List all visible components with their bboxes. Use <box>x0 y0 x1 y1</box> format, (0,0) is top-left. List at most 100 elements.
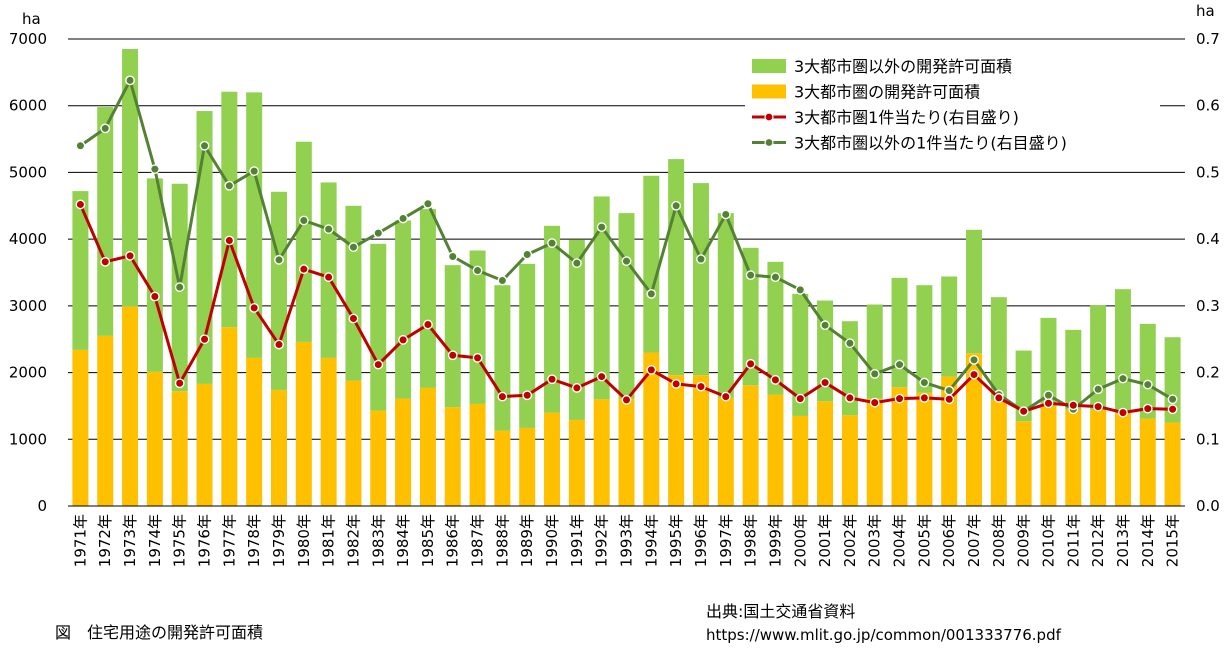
bar-metro <box>419 387 436 506</box>
line-point <box>745 358 756 369</box>
legend-background <box>745 48 1160 166</box>
bar-metro <box>692 375 709 506</box>
bar-nonmetro <box>891 277 908 388</box>
x-tick-label: 2005年 <box>915 514 933 567</box>
x-tick-label: 2003年 <box>866 514 884 567</box>
bar-metro <box>643 352 660 506</box>
bar-nonmetro <box>221 91 238 328</box>
line-point <box>969 354 979 365</box>
legend-label: 3大都市圏の開発許可面積 <box>794 83 980 102</box>
line-point <box>249 166 260 176</box>
bar-metro <box>370 410 387 506</box>
x-tick-label: 2014年 <box>1139 514 1157 567</box>
bar-nonmetro <box>494 285 511 431</box>
bar-metro <box>891 387 908 506</box>
line-point <box>1118 373 1128 384</box>
bar-nonmetro <box>395 220 412 399</box>
line-point <box>919 393 930 403</box>
line-point <box>795 284 806 295</box>
x-tick-label: 1979年 <box>270 514 288 567</box>
bar-nonmetro <box>270 191 287 390</box>
line-point <box>298 264 309 275</box>
bar-nonmetro <box>97 107 114 336</box>
x-tick-label: 2010年 <box>1039 514 1057 567</box>
line-point <box>100 256 111 267</box>
line-point <box>646 288 657 299</box>
x-tick-label: 1986年 <box>444 514 462 567</box>
bar-metro <box>717 397 734 506</box>
line-point <box>894 393 905 404</box>
bar-metro <box>146 371 163 506</box>
bar-nonmetro <box>692 183 709 376</box>
legend-label: 3大都市圏1件当たり(右目盛り) <box>794 108 1019 127</box>
figure-caption: 図 住宅用途の開発許可面積 <box>55 623 264 642</box>
line-point <box>174 282 185 293</box>
x-tick-label: 1992年 <box>593 514 611 567</box>
bar-metro <box>221 327 238 506</box>
right-tick-label: 0.7 <box>1196 30 1220 48</box>
x-tick-label: 1982年 <box>344 514 362 567</box>
line-point <box>919 377 930 388</box>
right-tick-label: 0.4 <box>1196 230 1220 248</box>
line-point <box>547 374 557 385</box>
bar-metro <box>1139 418 1156 506</box>
bar-metro <box>469 403 486 506</box>
bar-nonmetro <box>444 265 461 408</box>
x-tick-label: 1993年 <box>618 514 636 567</box>
bar-metro <box>990 399 1007 506</box>
line-point <box>869 397 880 408</box>
bar-nonmetro <box>146 178 163 372</box>
bar-nonmetro <box>419 209 436 388</box>
line-point <box>770 375 781 385</box>
line-point <box>398 334 408 345</box>
x-tick-label: 2012年 <box>1089 514 1107 567</box>
left-tick-label: 5000 <box>9 163 47 181</box>
x-tick-label: 1973年 <box>121 514 139 567</box>
x-tick-label: 2002年 <box>841 514 859 567</box>
x-tick-label: 1998年 <box>742 514 760 567</box>
line-point <box>969 369 979 380</box>
bar-metro <box>742 385 759 506</box>
left-tick-label: 0 <box>37 497 47 515</box>
bar-metro <box>72 349 89 506</box>
bar-metro <box>345 380 362 506</box>
bar-metro <box>841 415 858 506</box>
line-point <box>323 272 334 283</box>
bar-nonmetro <box>966 229 983 354</box>
line-point <box>745 270 756 281</box>
line-point <box>1043 390 1054 401</box>
line-point <box>497 391 508 402</box>
x-tick-label: 2000年 <box>791 514 809 567</box>
line-point <box>125 75 135 86</box>
line-point <box>845 338 855 349</box>
line-point <box>75 140 86 151</box>
x-tick-label: 2001年 <box>816 514 834 567</box>
right-tick-label: 0.0 <box>1196 497 1220 515</box>
x-tick-label: 2013年 <box>1114 514 1132 567</box>
bar-metro <box>1065 409 1082 506</box>
bar-nonmetro <box>1090 305 1107 410</box>
right-tick-label: 0.3 <box>1196 297 1220 315</box>
bar-nonmetro <box>593 196 610 400</box>
line-point <box>348 313 359 324</box>
stacked-bars <box>72 49 1181 506</box>
line-point <box>398 213 408 224</box>
bar-nonmetro <box>1139 323 1156 419</box>
line-point <box>1068 400 1079 411</box>
line-point <box>224 235 235 246</box>
x-tick-label: 2004年 <box>891 514 909 567</box>
line-point <box>944 385 955 396</box>
bar-metro <box>1040 403 1057 506</box>
x-tick-label: 1977年 <box>220 514 238 567</box>
line-point <box>547 238 557 249</box>
bar-nonmetro <box>742 247 759 386</box>
right-axis-unit: ha <box>1196 2 1215 20</box>
bar-metro <box>494 430 511 506</box>
legend: 3大都市圏以外の開発許可面積 3大都市圏の開発許可面積 3大都市圏1件当たり(右目盛… <box>745 48 1160 166</box>
bar-metro <box>97 335 114 506</box>
bar-metro <box>196 383 213 506</box>
bar-metro <box>544 412 561 506</box>
line-point <box>1167 394 1178 405</box>
x-tick-label: 1980年 <box>295 514 313 567</box>
